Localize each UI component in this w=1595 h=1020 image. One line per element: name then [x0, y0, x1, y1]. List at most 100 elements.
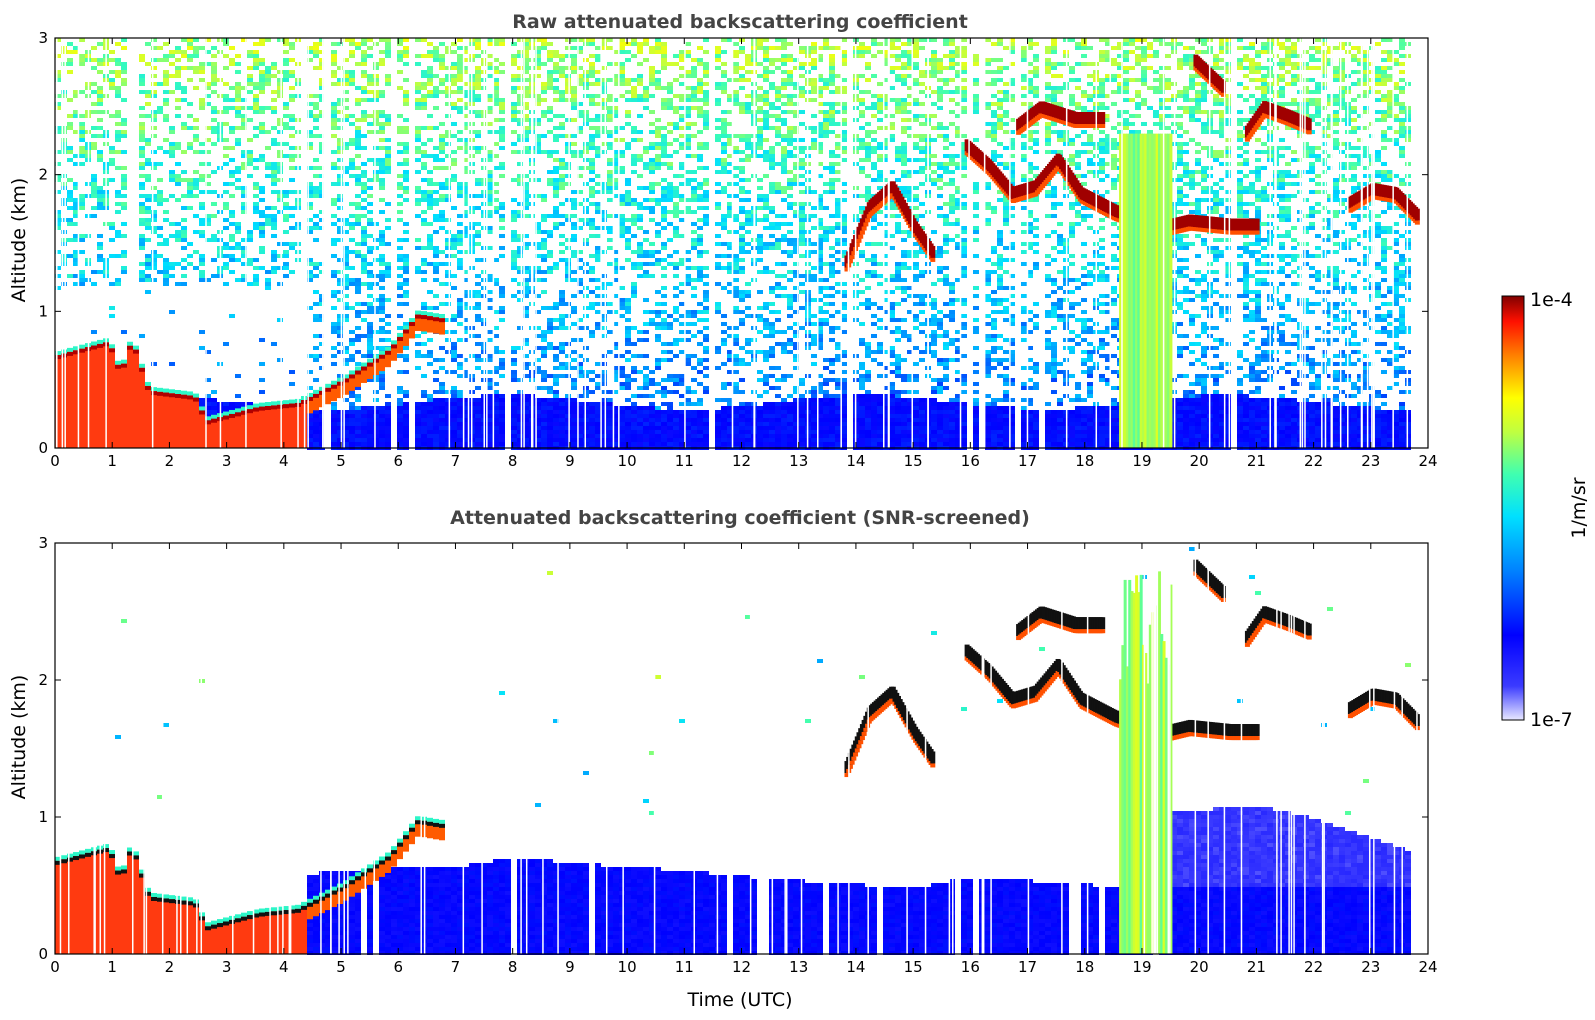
heatmap-cell: [493, 414, 499, 418]
heatmap-cell: [799, 242, 805, 246]
heatmap-cell: [541, 422, 547, 426]
heatmap-cell: [745, 62, 751, 66]
heatmap-cell: [739, 102, 745, 106]
heatmap-cell: [463, 142, 469, 146]
heatmap-cell: [145, 162, 151, 166]
heatmap-cell: [433, 214, 439, 218]
heatmap-cell: [781, 62, 787, 66]
heatmap-cell: [307, 258, 313, 262]
heatmap-cell: [769, 82, 775, 86]
heatmap-cell: [547, 58, 553, 62]
heatmap-cell: [625, 382, 631, 386]
heatmap-cell: [427, 430, 433, 434]
heatmap-cell: [487, 106, 493, 110]
heatmap-cell: [379, 238, 385, 242]
heatmap-cell: [577, 250, 583, 254]
heatmap-cell: [553, 186, 559, 190]
heatmap-cell: [475, 222, 481, 226]
heatmap-cell: [79, 126, 85, 130]
heatmap-cell: [715, 234, 721, 238]
heatmap-cell: [67, 194, 73, 198]
heatmap-cell: [649, 66, 655, 70]
heatmap-cell: [523, 290, 529, 294]
heatmap-cell: [259, 42, 265, 46]
heatmap-cell: [769, 354, 775, 358]
heatmap-cell: [139, 234, 145, 238]
heatmap-cell: [463, 330, 469, 334]
heatmap-cell: [589, 410, 595, 414]
heatmap-cell: [619, 302, 625, 306]
heatmap-cell: [403, 158, 409, 162]
heatmap-cell: [691, 90, 697, 94]
heatmap-cell: [517, 270, 523, 274]
heatmap-cell: [649, 146, 655, 150]
heatmap-cell: [115, 202, 121, 206]
heatmap-cell: [673, 442, 679, 446]
heatmap-cell: [343, 426, 349, 430]
heatmap-cell: [577, 46, 583, 50]
heatmap-cell: [553, 262, 559, 266]
heatmap-cell: [181, 38, 187, 42]
heatmap-cell: [331, 434, 337, 438]
heatmap-cell: [793, 162, 799, 166]
heatmap-cell: [637, 62, 643, 66]
heatmap-cell: [61, 62, 67, 66]
heatmap-cell: [799, 50, 805, 54]
heatmap-cell: [607, 62, 613, 66]
heatmap-cell: [517, 430, 523, 434]
heatmap-cell: [79, 194, 85, 198]
heatmap-cell: [457, 434, 463, 438]
heatmap-cell: [661, 266, 667, 270]
heatmap-cell: [661, 66, 667, 70]
heatmap-cell: [775, 318, 781, 322]
heatmap-cell: [703, 194, 709, 198]
heatmap-cell: [673, 378, 679, 382]
heatmap-cell: [607, 158, 613, 162]
heatmap-cell: [475, 114, 481, 118]
heatmap-cell: [625, 434, 631, 438]
heatmap-cell: [307, 182, 313, 186]
heatmap-cell: [697, 146, 703, 150]
heatmap-cell: [541, 194, 547, 198]
heatmap-cell: [283, 218, 289, 222]
heatmap-cell: [739, 178, 745, 182]
heatmap-cell: [439, 390, 445, 394]
heatmap-cell: [457, 418, 463, 422]
heatmap-cell: [625, 90, 631, 94]
heatmap-cell: [331, 422, 337, 426]
heatmap-cell: [361, 354, 367, 358]
heatmap-cell: [253, 166, 259, 170]
heatmap-cell: [793, 138, 799, 142]
heatmap-cell: [289, 226, 295, 230]
heatmap-cell: [457, 214, 463, 218]
heatmap-cell: [73, 114, 79, 118]
heatmap-cell: [565, 134, 571, 138]
heatmap-cell: [259, 222, 265, 226]
heatmap-cell: [517, 418, 523, 422]
heatmap-cell: [631, 422, 637, 426]
heatmap-cell: [289, 178, 295, 182]
heatmap-cell: [343, 38, 349, 42]
heatmap-cell: [253, 278, 259, 282]
heatmap-cell: [565, 258, 571, 262]
heatmap-cell: [493, 42, 499, 46]
heatmap-cell: [571, 206, 577, 210]
heatmap-cell: [445, 90, 451, 94]
heatmap-cell: [649, 434, 655, 438]
heatmap-cell: [727, 154, 733, 158]
heatmap-cell: [721, 130, 727, 134]
heatmap-cell: [121, 254, 127, 258]
heatmap-cell: [607, 398, 613, 402]
heatmap-cell: [667, 238, 673, 242]
heatmap-cell: [265, 282, 271, 286]
heatmap-cell: [559, 322, 565, 326]
heatmap-cell: [451, 422, 457, 426]
heatmap-cell: [769, 70, 775, 74]
heatmap-cell: [571, 418, 577, 422]
heatmap-cell: [451, 350, 457, 354]
heatmap-cell: [793, 130, 799, 134]
heatmap-cell: [145, 210, 151, 214]
heatmap-cell: [637, 430, 643, 434]
heatmap-cell: [499, 146, 505, 150]
heatmap-cell: [553, 166, 559, 170]
